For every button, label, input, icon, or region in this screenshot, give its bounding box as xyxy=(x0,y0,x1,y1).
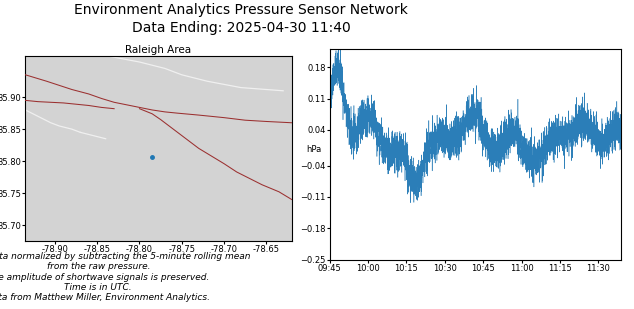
Text: Environment Analytics Pressure Sensor Network
Data Ending: 2025-04-30 11:40: Environment Analytics Pressure Sensor Ne… xyxy=(74,3,408,36)
Text: Pressure data normalized by subtracting the 5-minute rolling mean
from the raw p: Pressure data normalized by subtracting … xyxy=(0,252,250,303)
Y-axis label: hPa: hPa xyxy=(306,146,321,154)
Title: Raleigh Area: Raleigh Area xyxy=(126,45,191,55)
